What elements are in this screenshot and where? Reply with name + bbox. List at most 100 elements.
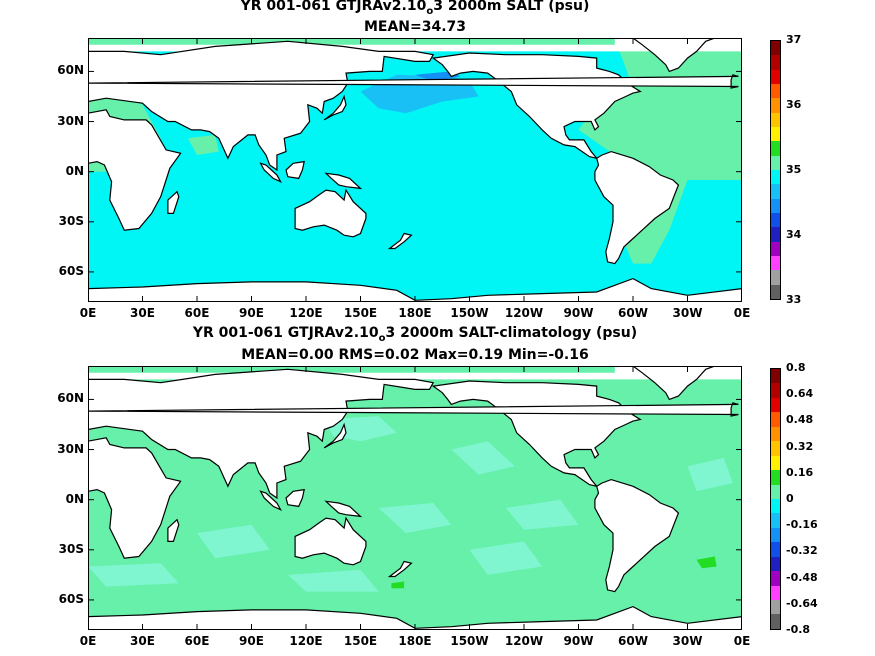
japan <box>323 422 347 449</box>
colorbar-label: -0.8 <box>786 623 811 636</box>
x-tick-label: 150E <box>343 634 378 648</box>
madagascar <box>167 518 180 542</box>
eurasia-africa-land <box>88 38 182 231</box>
positive-anomaly-blob-2 <box>391 581 405 589</box>
greenland <box>631 38 716 73</box>
colorbar-segment <box>771 155 780 170</box>
madagascar <box>167 190 180 214</box>
y-tick-label: 60S <box>58 263 84 278</box>
panel1-title: YR 001-061 GTJRAv2.10o3 2000m SALT (psu) <box>240 0 590 17</box>
x-tick-label: 30W <box>672 306 703 320</box>
panel2-title: YR 001-061 GTJRAv2.10o3 2000m SALT-clima… <box>192 325 638 344</box>
colorbar-segment <box>771 484 780 499</box>
x-tick-label: 120W <box>504 634 544 648</box>
x-tick-label: 30E <box>130 634 155 648</box>
new-zealand <box>387 560 413 578</box>
new-guinea <box>324 172 363 190</box>
colorbar-segment <box>771 284 780 299</box>
y-tick-label: 0N <box>65 491 84 506</box>
panel1-colorbar <box>770 40 781 300</box>
colorbar-label: 33 <box>786 293 802 306</box>
panel2-colorbar <box>770 368 781 630</box>
anomaly-patch-3 <box>197 524 270 559</box>
colorbar-segment <box>771 212 780 228</box>
map-svg <box>88 38 742 302</box>
colorbar-segment <box>771 600 780 615</box>
x-tick-label: 60E <box>184 306 210 320</box>
x-tick-label: 0E <box>79 634 97 648</box>
colorbar-label: 0.32 <box>786 439 814 453</box>
colorbar-segment <box>771 255 780 271</box>
anomaly-patch-8 <box>505 499 579 530</box>
panel1-map <box>88 38 742 302</box>
south-america <box>594 150 680 265</box>
sumatra <box>259 490 282 511</box>
y-tick-label: 30S <box>58 213 84 228</box>
colorbar-label: 0 <box>786 492 794 505</box>
x-tick-label: 90W <box>563 306 594 320</box>
y-tick-label: 0N <box>65 163 84 178</box>
x-tick-label: 120E <box>289 306 323 320</box>
x-tick-label: 90E <box>239 634 264 648</box>
x-tick-label: 0E <box>79 306 97 320</box>
x-tick-label: 120E <box>289 634 323 648</box>
colorbar-segment <box>771 369 780 384</box>
borneo <box>285 160 305 180</box>
x-tick-label: 90E <box>239 306 264 320</box>
x-tick-label: 60W <box>618 634 648 648</box>
colorbar-segment <box>771 198 780 213</box>
anomaly-patch-5 <box>88 563 179 587</box>
x-tick-label: 180E <box>398 634 432 648</box>
colorbar-segment <box>771 455 780 471</box>
colorbar-label: -0.16 <box>786 518 818 532</box>
eurasia-africa-land <box>88 366 182 559</box>
colorbar-label: -0.32 <box>786 544 818 558</box>
colorbar-segment <box>771 441 780 456</box>
colorbar-segment <box>771 41 780 56</box>
uk <box>88 74 739 89</box>
colorbar-segment <box>771 227 780 242</box>
colorbar-segment <box>771 241 780 256</box>
anomaly-patch-7 <box>687 457 733 492</box>
colorbar-segment <box>771 542 780 557</box>
eurasia-main <box>88 38 435 172</box>
panel2-stats: MEAN=0.00 RMS=0.02 Max=0.19 Min=-0.16 <box>241 347 589 363</box>
colorbar-segment <box>771 169 780 185</box>
colorbar-segment <box>771 571 780 586</box>
colorbar-segment <box>771 412 780 427</box>
colorbar-label: 0.16 <box>786 465 814 479</box>
colorbar-label: 0.64 <box>786 387 814 401</box>
x-tick-label: 30E <box>130 306 155 320</box>
japan <box>323 94 347 121</box>
x-tick-label: 150W <box>450 634 489 648</box>
colorbar-segment <box>771 498 780 514</box>
greenland <box>631 366 716 401</box>
colorbar-label: 34 <box>786 228 802 241</box>
arctic-strip <box>88 366 615 373</box>
map-svg <box>88 366 742 630</box>
anomaly-patch-6 <box>287 569 379 592</box>
colorbar-segment <box>771 585 780 600</box>
colorbar-label: 37 <box>786 33 802 46</box>
colorbar-segment <box>771 470 780 485</box>
anomaly-patch-1 <box>451 441 515 475</box>
arctic-strip <box>88 38 615 45</box>
colorbar-segment <box>771 69 780 84</box>
y-tick-label: 60N <box>57 63 84 78</box>
colorbar-segment <box>771 556 780 572</box>
panel2-map <box>88 366 742 630</box>
sumatra <box>259 162 282 183</box>
arabian-sea-patch <box>187 134 219 155</box>
x-tick-label: 60W <box>618 306 648 320</box>
australia <box>294 516 367 566</box>
colorbar-segment <box>771 614 780 629</box>
y-tick-label: 30S <box>58 541 84 556</box>
x-tick-label: 120W <box>504 306 544 320</box>
colorbar-label: 35 <box>786 163 802 176</box>
x-tick-label: 90W <box>563 634 594 648</box>
panel1-stats: MEAN=34.73 <box>363 19 467 35</box>
y-tick-label: 60S <box>58 591 84 606</box>
australia <box>294 188 367 238</box>
colorbar-segment <box>771 426 780 442</box>
x-tick-label: 0E <box>733 306 751 320</box>
